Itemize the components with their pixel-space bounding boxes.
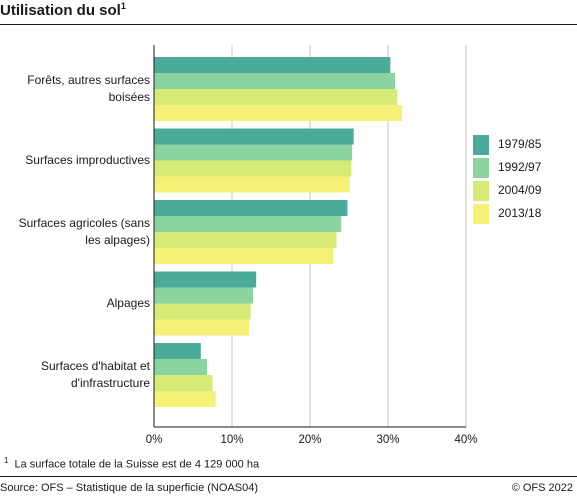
bar xyxy=(154,73,396,89)
category-label: Forêts, autres surfaces boisées xyxy=(27,73,150,104)
x-tick-label: 20% xyxy=(298,434,322,446)
x-tick-label: 10% xyxy=(220,434,244,446)
footnote: 1 La surface totale de la Suisse est de 4… xyxy=(4,456,259,471)
footnote-marker: 1 xyxy=(4,456,9,465)
legend-swatch xyxy=(473,135,489,155)
category-label: Surfaces d'habitat et d'infrastructure xyxy=(40,359,150,390)
legend-label: 1979/85 xyxy=(498,137,542,151)
bar xyxy=(154,200,348,216)
legend-label: 2013/18 xyxy=(498,206,542,220)
bar xyxy=(154,343,201,359)
x-tick-label: 0% xyxy=(145,434,163,446)
title-footnote-marker: 1 xyxy=(120,1,126,11)
copyright-text: © OFS 2022 xyxy=(511,482,573,494)
bar xyxy=(154,57,391,73)
bar xyxy=(154,176,350,193)
x-tick-label: 30% xyxy=(376,434,400,446)
x-tick-label: 40% xyxy=(454,434,478,446)
title-rule xyxy=(0,24,577,25)
bar xyxy=(154,105,403,121)
source-text: Source: OFS – Statistique de la superfic… xyxy=(0,482,259,494)
footnote-text: La surface totale de la Suisse est de 4 … xyxy=(14,458,260,471)
bar xyxy=(154,375,213,391)
bar xyxy=(154,271,257,288)
bar xyxy=(154,287,254,304)
category-label: Surfaces improductives xyxy=(25,153,150,167)
bar xyxy=(154,303,251,320)
bar xyxy=(154,128,354,145)
legend-swatch xyxy=(473,204,489,224)
bar xyxy=(154,359,208,375)
chart-title-text: Utilisation du sol xyxy=(0,2,121,19)
category-label: Alpages xyxy=(106,296,150,310)
bar xyxy=(154,319,250,336)
bar xyxy=(154,216,342,232)
bar xyxy=(154,232,337,248)
chart-title: Utilisation du sol1 xyxy=(0,1,126,19)
legend-swatch xyxy=(473,158,489,178)
bar xyxy=(154,160,352,177)
bar xyxy=(154,144,353,161)
bar xyxy=(154,89,398,105)
bar xyxy=(154,248,334,264)
legend-label: 2004/09 xyxy=(498,183,542,197)
category-label: Surfaces agricoles (sans les alpages) xyxy=(18,216,150,247)
bar xyxy=(154,391,216,407)
legend-label: 1992/97 xyxy=(498,160,542,174)
footer-rule xyxy=(0,476,577,477)
legend-swatch xyxy=(473,181,489,201)
